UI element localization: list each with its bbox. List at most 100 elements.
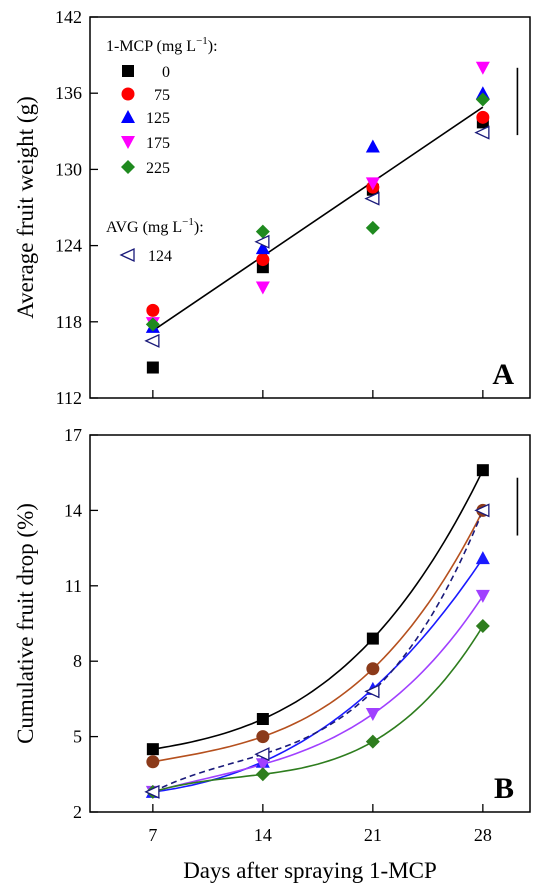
data-point: [364, 684, 380, 699]
data-point: [255, 281, 270, 295]
legend-entry: 225: [121, 160, 170, 177]
y-tick-label: 17: [64, 425, 82, 445]
legend-marker: [121, 110, 135, 123]
data-point: [364, 191, 380, 206]
y-axis-label: Average fruit weight (g): [13, 96, 38, 318]
data-point: [475, 61, 490, 75]
series-curve-0: [152, 469, 484, 750]
series-225: [145, 619, 490, 799]
data-point: [475, 619, 490, 634]
legend-label: 124: [148, 248, 172, 265]
data-point: [365, 734, 380, 749]
series-0: [146, 116, 489, 374]
y-tick-label: 118: [56, 312, 82, 332]
data-point: [255, 241, 270, 255]
legend-marker: [121, 136, 135, 149]
x-axis-label: Days after spraying 1-MCP: [183, 858, 437, 883]
data-point: [254, 234, 270, 249]
panel-label: A: [492, 358, 514, 391]
panel-b: 2 5 8 11 14 17 7 14 21 28 Cumulative fruit drop (%…: [13, 425, 531, 845]
data-point: [146, 361, 159, 374]
data-point: [146, 743, 159, 756]
data-point: [144, 333, 160, 348]
legend-label: 125: [146, 110, 170, 127]
series-75: [146, 503, 490, 769]
series-curve-225: [152, 625, 484, 793]
data-point: [255, 224, 270, 239]
data-point: [366, 662, 380, 676]
legend-entry: 124: [119, 247, 172, 265]
data-point: [145, 317, 160, 332]
x-tick-label: 21: [364, 825, 382, 845]
data-point: [146, 303, 160, 317]
data-point: [366, 632, 379, 645]
legend-title-1mcp: 1-MCP (mg L−1):: [106, 35, 218, 55]
legend-marker: [121, 160, 135, 174]
regression-line: [152, 106, 484, 332]
data-point: [475, 589, 490, 603]
series-curve-124: [152, 510, 484, 793]
panel-a: 112 118 124 130 136 142 Average fruit weight (…: [13, 7, 531, 408]
legend-label: 225: [146, 160, 170, 177]
legend-marker: [122, 65, 134, 77]
series-125: [145, 86, 490, 333]
legend-title-avg: AVG (mg L−1):: [106, 216, 204, 236]
x-tick-label: 7: [148, 825, 157, 845]
data-point: [474, 503, 490, 518]
y-tick-label: 8: [73, 651, 82, 671]
y-tick-label: 14: [64, 500, 82, 520]
legend-marker: [119, 247, 135, 263]
data-point: [475, 551, 490, 565]
panel-label: B: [494, 772, 514, 805]
y-tick-label: 142: [55, 7, 82, 27]
legend-marker: [121, 87, 135, 101]
series-175: [145, 61, 490, 331]
data-point: [476, 464, 489, 477]
data-point: [255, 767, 270, 782]
series-curve-175: [152, 595, 484, 793]
legend-label: 75: [154, 87, 170, 104]
legend-label: 175: [146, 135, 170, 152]
y-tick-label: 130: [55, 159, 82, 179]
legend: 1-MCP (mg L−1): 0 75 125 175 225 AVG (mg L−1):…: [106, 35, 218, 265]
data-point: [365, 177, 380, 191]
legend-entry: 125: [121, 110, 170, 127]
data-point: [146, 755, 160, 769]
y-tick-label: 112: [56, 388, 82, 408]
y-tick-label: 5: [73, 727, 82, 747]
legend-entry: 0: [122, 64, 170, 81]
series-0: [146, 464, 489, 756]
x-tick-label: 14: [254, 825, 272, 845]
data-point: [254, 747, 270, 762]
data-point: [365, 220, 380, 235]
series-curve-75: [152, 510, 484, 763]
data-point: [256, 713, 269, 726]
data-point: [255, 758, 270, 772]
plot-frame: [89, 16, 531, 399]
data-point: [256, 253, 270, 267]
y-tick-label: 136: [55, 83, 82, 103]
legend-entry: 75: [121, 87, 170, 104]
series-curve-125: [152, 557, 484, 793]
series-124: [144, 125, 490, 348]
x-tick-label: 28: [474, 825, 492, 845]
legend-label: 0: [162, 64, 170, 81]
data-point: [474, 125, 490, 140]
data-point: [476, 110, 490, 124]
plot-frame: [89, 434, 531, 813]
data-point: [144, 784, 160, 799]
y-axis-label: Cumulative fruit drop (%): [13, 503, 38, 744]
series-75: [146, 110, 490, 317]
legend-entry: 175: [121, 135, 170, 152]
series-124: [144, 503, 490, 799]
data-point: [256, 730, 270, 744]
series-175: [145, 589, 490, 799]
series-225: [145, 92, 490, 332]
data-point: [365, 707, 380, 721]
y-tick-label: 2: [73, 802, 82, 822]
data-point: [365, 139, 380, 153]
y-tick-label: 124: [55, 236, 82, 256]
data-point: [475, 92, 490, 107]
y-tick-label: 11: [65, 576, 82, 596]
